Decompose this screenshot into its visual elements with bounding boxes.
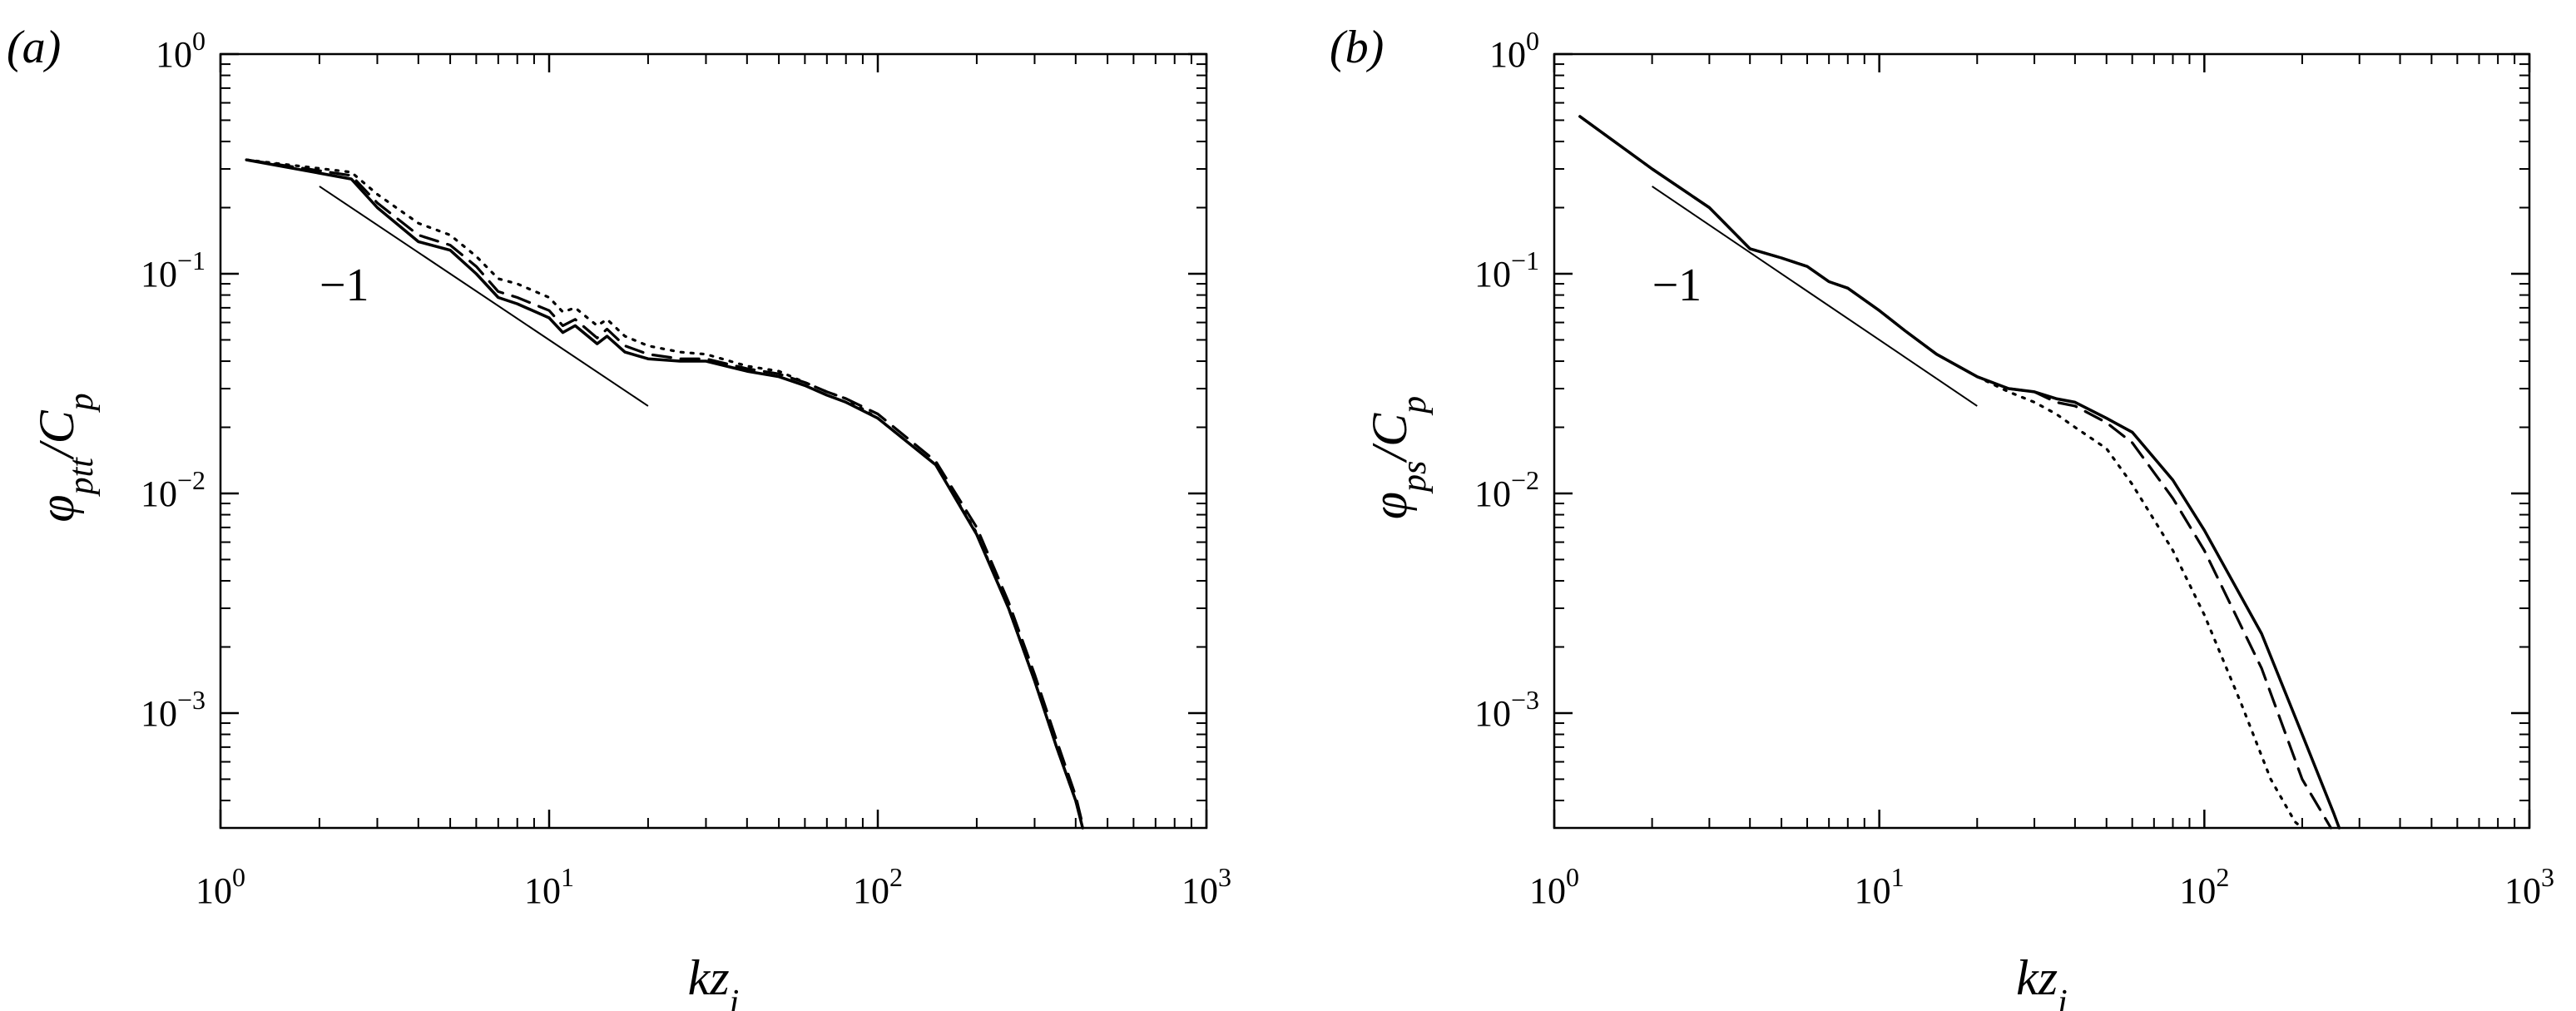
minor-ticks	[1554, 54, 2529, 829]
x-tick-label: 103	[2504, 862, 2554, 911]
slope-reference-line	[319, 186, 649, 407]
panel-a: 100 101 102 103 100 10−1 10−2 10−3 −1 (a) kzi φptt/…	[7, 22, 1231, 1011]
y-tick-label: 100	[156, 26, 206, 75]
panel-b: 100 101 102 103 100 10−1 10−2 10−3 −1 (b) kzi φps/C…	[1330, 22, 2554, 1011]
x-tick-label: 102	[853, 862, 903, 911]
y-tick-label: 10−2	[1474, 465, 1539, 514]
series-line-solid	[1578, 115, 2341, 830]
x-axis-label: kzi	[688, 950, 740, 1011]
x-tick-label: 101	[524, 862, 574, 911]
slope-label: −1	[320, 260, 369, 311]
series-line-dashed	[1578, 115, 2332, 830]
series-line-dashed	[245, 158, 1084, 826]
panel-label: (b)	[1330, 22, 1384, 73]
plot-frame	[219, 52, 1208, 830]
plot-frame	[1553, 52, 2531, 830]
slope-label: −1	[1652, 260, 1702, 311]
slope-reference-line	[1652, 186, 1978, 407]
minor-ticks	[220, 54, 1206, 829]
y-tick-label: 10−3	[1474, 685, 1539, 734]
y-tick-label: 10−2	[141, 465, 206, 514]
y-axis-label: φps/Cp	[1362, 396, 1434, 519]
x-tick-label: 101	[1855, 862, 1905, 911]
y-axis-label: φptt/Cp	[29, 393, 101, 522]
y-tick-label: 10−3	[141, 685, 206, 734]
panel-label: (a)	[7, 22, 61, 73]
x-tick-label: 100	[196, 862, 245, 911]
x-tick-label: 102	[2179, 862, 2229, 911]
x-tick-label: 100	[1529, 862, 1579, 911]
y-tick-label: 10−1	[1474, 245, 1539, 295]
y-tick-label: 100	[1489, 26, 1539, 75]
y-tick-label: 10−1	[141, 245, 206, 295]
x-tick-label: 103	[1181, 862, 1231, 911]
series-line-dotted	[1578, 115, 2304, 830]
series-line-dotted	[245, 158, 1084, 830]
x-axis-label: kzi	[2016, 950, 2068, 1011]
